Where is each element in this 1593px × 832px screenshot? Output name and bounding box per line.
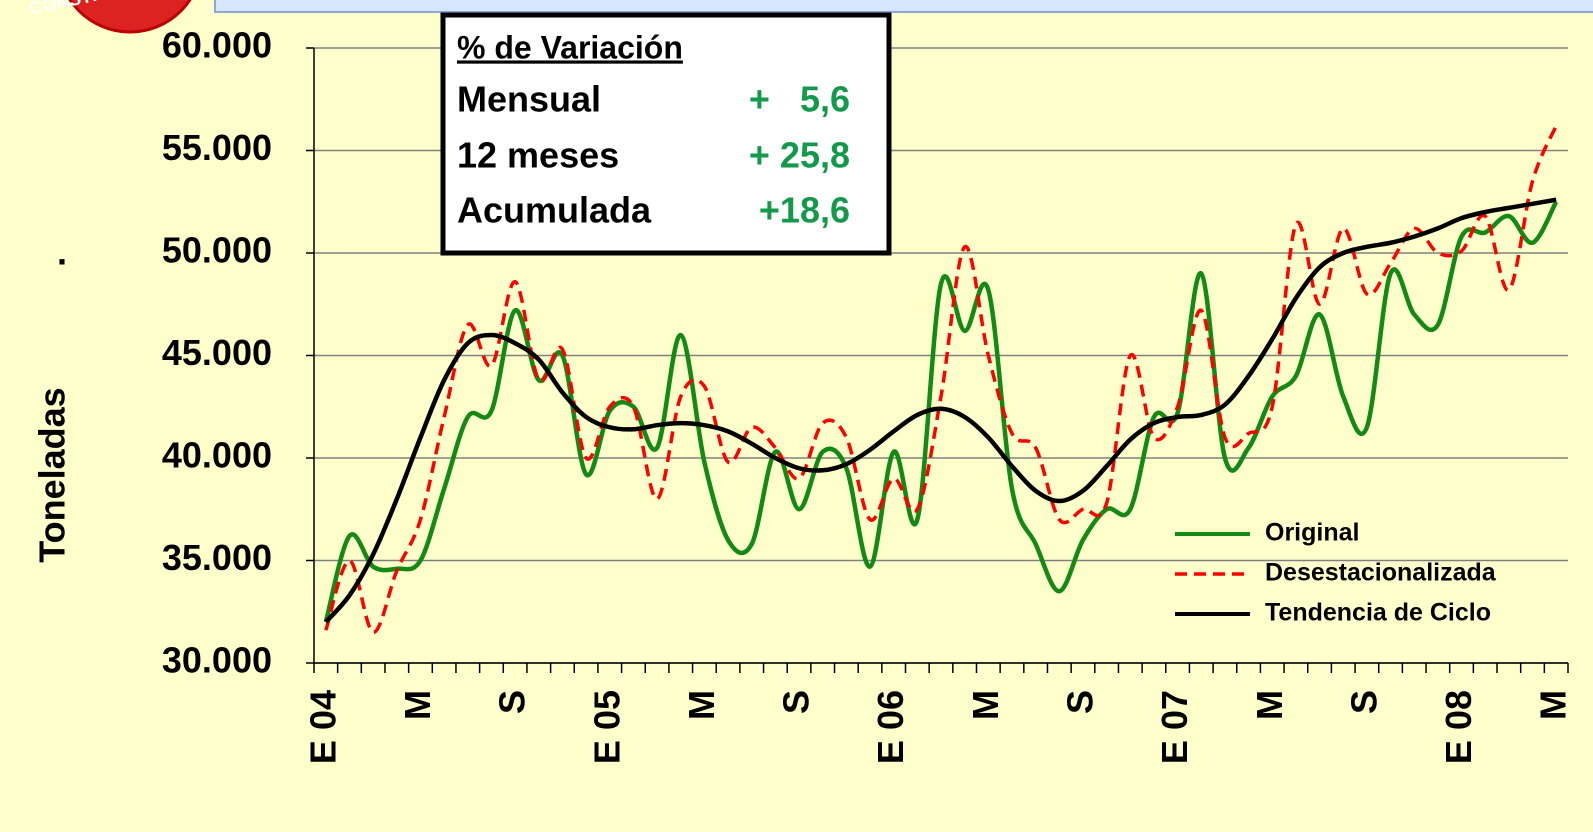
box-value: + 25,8 — [749, 135, 850, 176]
box-title: % de Variación — [457, 29, 683, 65]
box-frame — [440, 12, 892, 256]
box-value: +18,6 — [759, 190, 850, 231]
legend-label: Tendencia de Ciclo — [1265, 599, 1491, 627]
series-line — [324, 125, 1558, 634]
series-line — [324, 197, 1557, 624]
header-strip — [214, 0, 1593, 13]
x-tick-label: E 07 — [1154, 690, 1195, 764]
x-tick-label: E 08 — [1438, 690, 1479, 764]
x-tick-label: E 05 — [586, 690, 627, 764]
x-tick-label: S — [776, 690, 817, 714]
legend: Original Desestacionalizada Tendencia de C… — [1175, 519, 1497, 627]
x-tick-label: S — [492, 690, 533, 714]
x-tick-label: M — [965, 690, 1006, 720]
plot-area: 30.000 35.000 40.000 45.000 50.000 55.000 60.0… — [162, 25, 1574, 765]
box-label: 12 meses — [457, 135, 619, 176]
y-tick-label: 60.000 — [162, 25, 272, 66]
variation-box: % de Variación Mensual + 5,6 12 meses + … — [440, 12, 892, 256]
x-tick-label: S — [1343, 690, 1384, 714]
y-tick-label: 35.000 — [162, 537, 272, 578]
legend-label: Original — [1265, 519, 1359, 547]
y-tick-label: 45.000 — [162, 332, 272, 373]
logo — [68, 0, 192, 34]
y-tick-label: 55.000 — [162, 127, 272, 168]
x-tick-label: M — [397, 690, 438, 720]
box-value: + 5,6 — [749, 79, 850, 120]
x-tick-label: M — [681, 690, 722, 720]
x-tick-label: M — [1533, 690, 1574, 720]
y-axis-title: Toneladas — [32, 387, 73, 562]
legend-label: Desestacionalizada — [1265, 559, 1497, 587]
x-tick-label: E 04 — [302, 690, 343, 764]
x-tick-label: S — [1059, 690, 1100, 714]
y-tick-label: 30.000 — [162, 640, 272, 681]
y-tick-label: 40.000 — [162, 435, 272, 476]
box-label: Mensual — [457, 79, 601, 120]
x-tick-label: E 06 — [870, 690, 911, 764]
y-tick-label: 50.000 — [162, 230, 272, 271]
y-axis-note: . — [57, 232, 67, 273]
x-tick-label: M — [1249, 690, 1290, 720]
box-label: Acumulada — [457, 190, 652, 231]
